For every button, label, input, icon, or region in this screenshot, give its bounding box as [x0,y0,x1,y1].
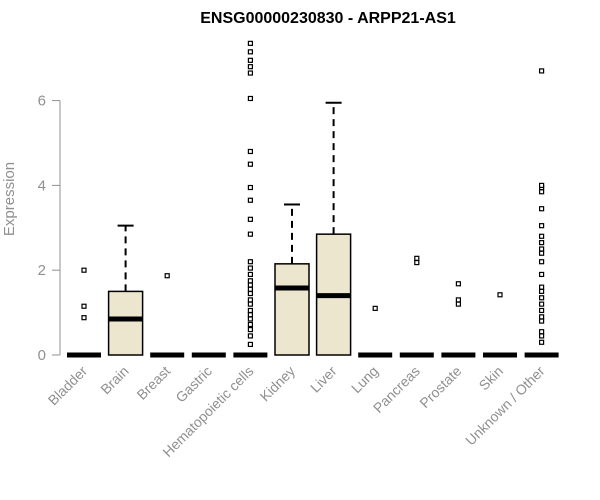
outlier-point [414,259,420,266]
box-kidney [274,203,310,356]
outlier-point [247,95,253,102]
outlier-point [538,329,545,335]
outlier-point [538,246,545,252]
outlier-point [247,49,253,55]
outlier-point [164,273,170,279]
outlier-point [455,281,461,287]
outlier-point [247,301,253,307]
outlier-point [247,40,253,46]
outlier-point [247,307,253,314]
outlier-point [247,197,253,203]
outlier-point [247,326,253,333]
outlier-point [81,267,87,273]
outlier-point [247,216,253,222]
y-axis: 0 2 4 6 [38,93,61,364]
outlier-point [247,265,253,271]
outlier-point [247,148,253,155]
outlier-point [538,206,545,212]
outlier-point [538,259,545,265]
box-pancreas [399,255,434,358]
outlier-point [414,255,420,261]
outlier-point [247,70,253,76]
outlier-point [538,318,545,324]
box-prostate [441,281,476,358]
outlier-point [81,303,87,309]
outlier-point [538,223,545,229]
outlier-point [247,278,253,284]
outlier-point [538,284,545,290]
box-iqr [107,290,144,356]
x-category-label: Skin [476,363,507,394]
outlier-point [538,240,545,246]
outlier-point [247,184,253,191]
box-hematopoietic-cells [233,40,268,358]
outlier-point [247,297,253,303]
x-category-label: Kidney [257,363,299,405]
outlier-point [247,271,253,278]
outlier-point [247,282,253,288]
y-tick-label: 0 [38,347,46,364]
y-tick-label: 6 [38,93,46,110]
outlier-point [538,271,545,278]
box-brain [107,224,144,356]
y-tick-label: 4 [38,177,46,194]
y-axis-label: Expression [1,162,18,236]
box-skin [483,292,517,358]
outlier-point [538,301,545,307]
outlier-point [538,250,545,256]
box-liver [315,101,352,356]
x-category-label: Brain [97,363,131,397]
box-iqr [274,263,310,356]
outlier-point [247,290,253,297]
outlier-point [247,316,253,322]
outlier-point [247,64,253,70]
outlier-point [372,305,378,311]
box-breast [150,273,185,358]
outlier-point [247,231,253,237]
y-tick-label: 2 [38,262,46,279]
x-category-label: Lung [348,363,381,396]
box-unknown-other [524,68,559,358]
outlier-point [538,189,545,195]
outlier-point [247,57,253,63]
outlier-point [538,339,545,345]
outlier-point [497,292,503,298]
outlier-point [81,315,87,321]
outlier-point [538,182,545,188]
outlier-point [538,288,545,294]
box-lung [358,305,393,358]
outlier-point [455,297,461,303]
outlier-point [247,259,253,265]
outlier-point [538,307,545,314]
x-category-label: Unknown / Other [462,363,548,449]
chart-title: ENSG00000230830 - ARPP21-AS1 [200,10,456,27]
outlier-point [538,295,545,301]
outlier-point [247,312,253,318]
x-category-label: Liver [307,363,340,396]
outlier-point [538,68,545,74]
outlier-point [247,161,253,167]
outlier-point [538,333,545,339]
x-category-label: Prostate [416,363,464,411]
outlier-point [538,314,545,320]
outlier-point [247,286,253,292]
outlier-point [247,341,253,347]
outlier-point [247,321,253,328]
x-category-label: Bladder [45,363,91,409]
outlier-point [247,333,253,339]
outlier-point [538,233,545,239]
x-category-label: Breast [133,363,173,403]
outlier-point [455,301,461,307]
box-bladder [67,267,101,358]
box-series [67,40,559,358]
